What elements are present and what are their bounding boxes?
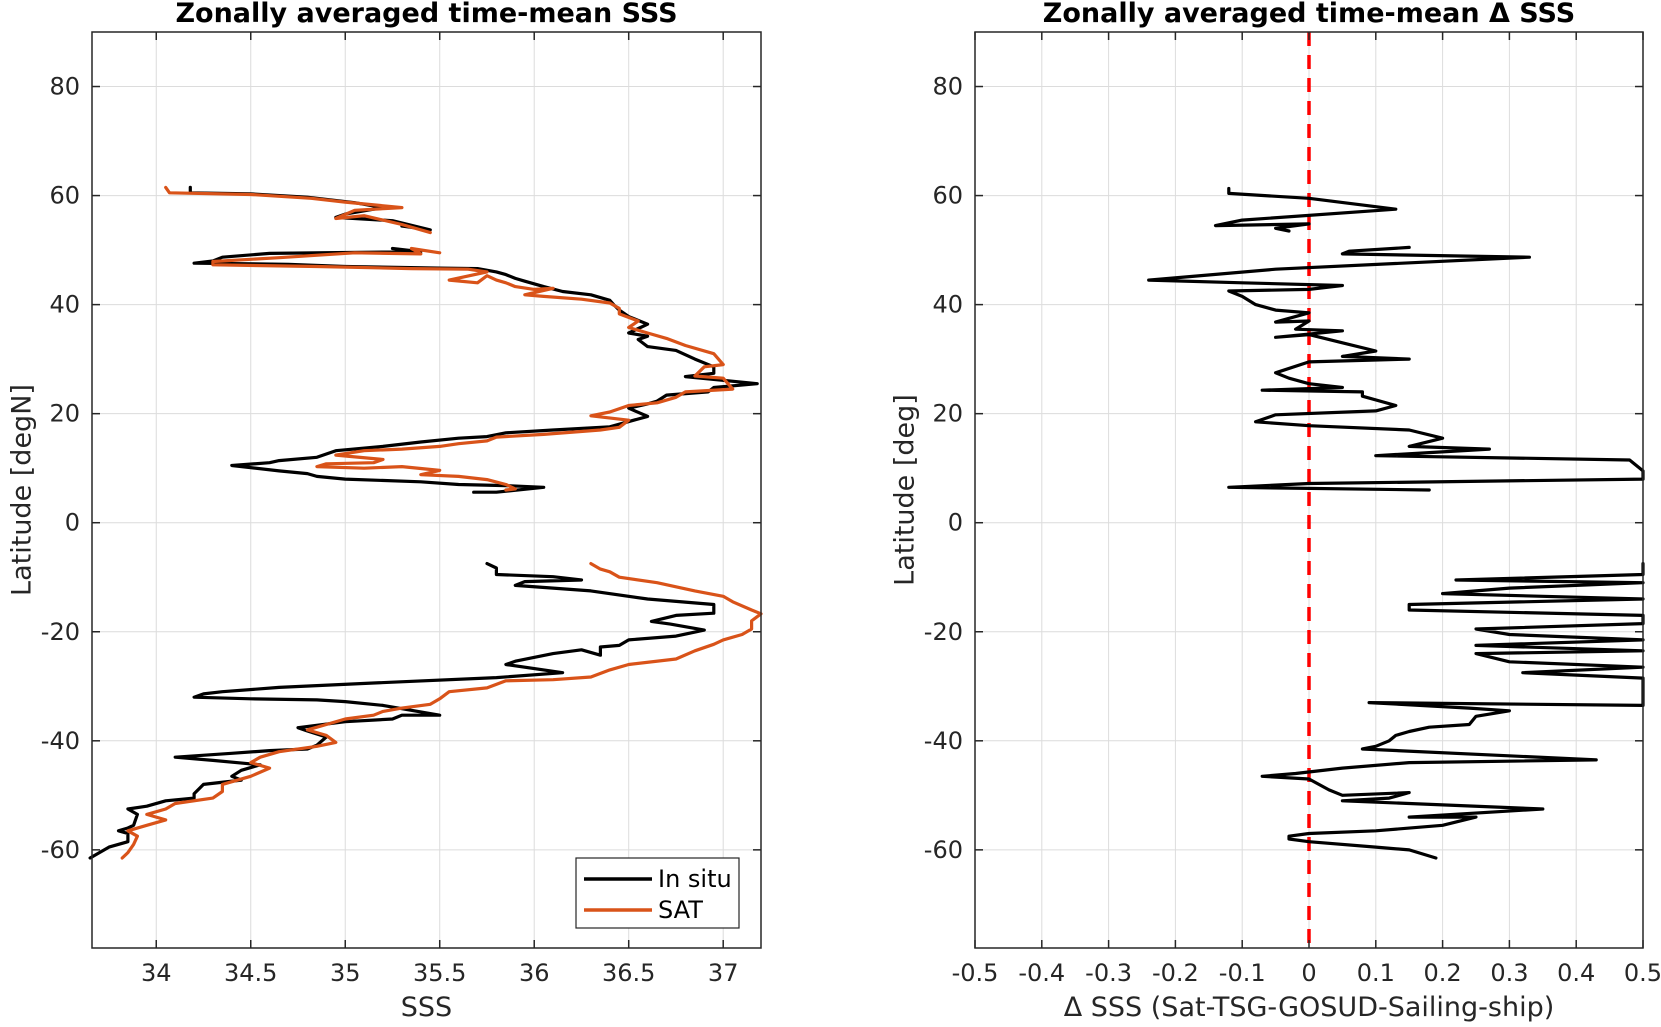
sss-y-tick-label: 60 [49,182,80,210]
sss-x-tick-label: 34 [141,959,172,987]
series-line-in-situ-segment-2 [192,246,759,494]
sss-y-tick-label: 20 [49,400,80,428]
sss-x-tick-label: 36.5 [602,959,655,987]
delta-x-tick-label: -0.2 [1152,959,1199,987]
sss-y-tick-label: 80 [49,73,80,101]
sss-y-tick-label: 0 [65,509,80,537]
delta-chart-title: Zonally averaged time-mean Δ SSS [1043,0,1575,29]
series-line-sat-segment-2 [211,246,735,492]
delta-sss-panel: -0.5 -0.4 -0.3 -0.2 -0.1 0 0.1 0.2 0.3 0.4 0.5 80 60… [890,0,1661,1023]
delta-y-tick-label: -60 [924,836,963,864]
sss-grid [92,32,761,948]
delta-x-tick-label: 0.5 [1624,959,1661,987]
delta-y-tick-label: 20 [932,400,963,428]
sss-y-tick-label: -40 [41,727,80,755]
sss-x-tick-label: 34.5 [224,959,277,987]
sss-y-tick-label: -60 [41,836,80,864]
delta-x-tick-label: -0.4 [1018,959,1065,987]
sss-x-tick-label: 36 [519,959,550,987]
sss-x-axis-label: SSS [401,992,452,1023]
sss-y-tick-label: -20 [41,618,80,646]
delta-y-tick-label: 40 [932,291,963,319]
delta-ticks: -0.5 -0.4 -0.3 -0.2 -0.1 0 0.1 0.2 0.3 0.4 0.5 80 60… [924,32,1661,987]
delta-x-tick-label: 0.2 [1424,959,1462,987]
sss-x-tick-label: 35.5 [413,959,466,987]
delta-x-axis-label: Δ SSS (Sat-TSG-GOSUD-Sailing-ship) [1064,992,1555,1023]
legend-label-sat: SAT [658,896,703,924]
sss-ticks: 34 34.5 35 35.5 36 36.5 37 80 60 40 20 0 -20 -40 -60 [41,32,761,987]
sss-x-tick-label: 37 [708,959,739,987]
delta-x-tick-label: 0.3 [1490,959,1528,987]
delta-y-tick-label: 60 [932,182,963,210]
sss-chart-title: Zonally averaged time-mean SSS [175,0,677,29]
delta-y-tick-label: -40 [924,727,963,755]
series-line-delta-sss-segment-2 [1147,245,1645,492]
series-line-sat-segment-3 [120,561,763,860]
series-line-delta-sss-segment-1 [1213,186,1398,233]
legend-label-in-situ: In situ [658,865,732,893]
delta-y-tick-label: 80 [932,73,963,101]
sss-series [88,185,763,860]
delta-x-tick-label: -0.5 [952,959,999,987]
series-line-in-situ-segment-3 [88,561,716,860]
delta-y-tick-label: 0 [948,509,963,537]
delta-y-tick-label: -20 [924,618,963,646]
legend: In situ SAT [575,857,740,929]
delta-x-tick-label: 0.1 [1357,959,1395,987]
sss-y-axis-label: Latitude [degN] [7,384,38,596]
legend-box [575,857,740,929]
delta-x-tick-label: 0 [1301,959,1316,987]
sss-y-tick-label: 40 [49,291,80,319]
series-line-sat-segment-1 [164,185,432,235]
delta-x-tick-label: -0.3 [1085,959,1132,987]
delta-x-tick-label: 0.4 [1557,959,1595,987]
delta-x-tick-label: -0.1 [1219,959,1266,987]
delta-y-axis-label: Latitude [deg] [890,394,921,586]
sss-x-tick-label: 35 [330,959,361,987]
sss-panel: 34 34.5 35 35.5 36 36.5 37 80 60 40 20 0 -20 -40 -60 Z… [7,0,763,1023]
sss-axes-frame [91,31,762,949]
